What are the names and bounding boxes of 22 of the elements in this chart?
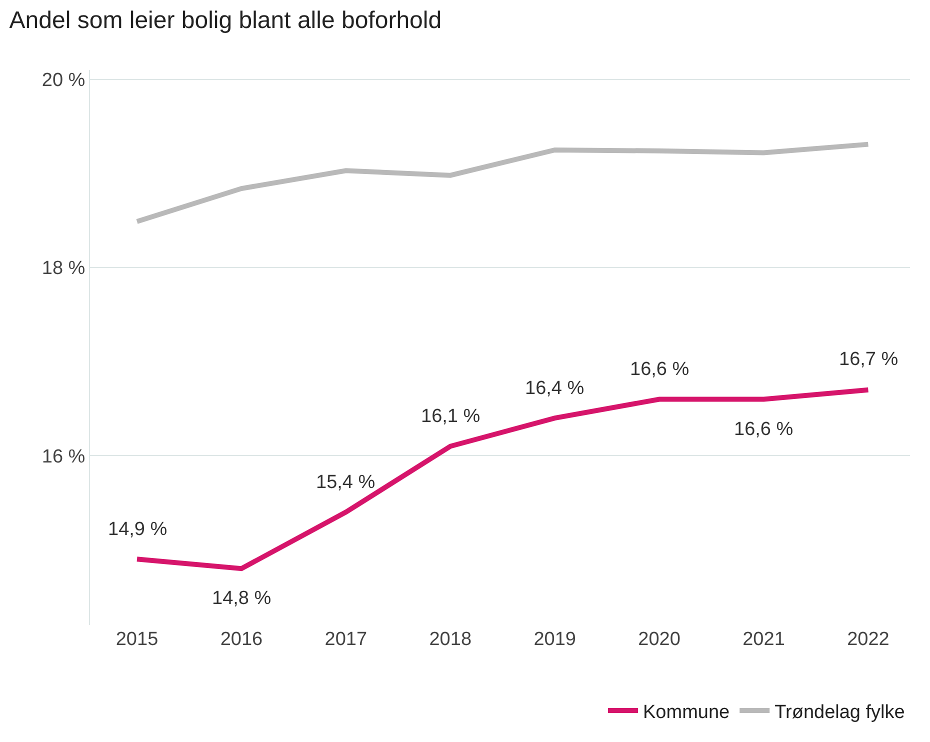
data-label: 16,7 % (839, 349, 898, 370)
x-tick-label: 2015 (116, 629, 158, 650)
x-tick-label: 2018 (429, 629, 472, 650)
y-tick-label: 16 % (42, 446, 86, 468)
data-label: 14,8 % (212, 588, 272, 609)
x-tick-label: 2019 (534, 629, 576, 650)
chart-title: Andel som leier bolig blant alle boforhold (9, 6, 442, 34)
data-label: 16,6 % (734, 419, 794, 440)
x-tick-label: 2022 (847, 629, 890, 650)
x-tick-label: 2021 (742, 629, 785, 650)
y-tick-label: 18 % (42, 258, 86, 280)
data-label: 16,1 % (421, 406, 480, 427)
x-tick-label: 2017 (324, 629, 368, 650)
legend-label: Trøndelag fylke (774, 702, 905, 723)
data-label: 15,4 % (316, 472, 376, 493)
data-label: 16,4 % (525, 378, 584, 399)
y-tick-label: 20 % (42, 70, 86, 92)
data-label: 14,9 % (108, 519, 168, 540)
legend-label: Kommune (643, 702, 730, 723)
x-tick-label: 2020 (638, 629, 680, 650)
data-label: 16,6 % (630, 359, 690, 380)
x-tick-label: 2016 (220, 629, 263, 650)
